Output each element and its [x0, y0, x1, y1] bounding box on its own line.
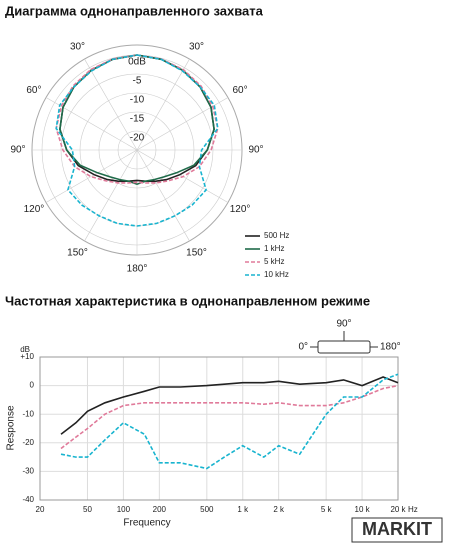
x-tick-label: 10 k	[355, 505, 371, 514]
y-tick-label: -40	[22, 495, 34, 504]
spoke	[136, 149, 190, 242]
r-tick-label: -10	[130, 95, 145, 106]
x-tick-label: 200	[153, 505, 167, 514]
ring	[98, 111, 176, 189]
angle-label: 120°	[230, 204, 251, 215]
mic-diagram: 90° 0° 180°	[298, 319, 401, 354]
ring	[79, 92, 195, 208]
y-tick-label: -20	[22, 438, 34, 447]
plot-frame	[39, 356, 399, 501]
x-tick-label: 5 k	[321, 505, 333, 514]
angle-label: 150°	[67, 248, 88, 259]
legend-label: 500 Hz	[264, 231, 289, 240]
chart-title: Частотная характеристика в однонаправлен…	[5, 293, 370, 308]
series-line	[55, 54, 219, 227]
x-tick-label: 20	[36, 505, 45, 514]
series-label: 180°	[380, 342, 401, 353]
y-tick-label: -10	[22, 409, 34, 418]
watermark-box	[351, 517, 443, 543]
series-line	[60, 384, 399, 450]
legend-label: 5 kHz	[264, 257, 284, 266]
angle-label: 120°	[24, 204, 45, 215]
y-unit: dB	[20, 345, 30, 354]
watermark: MARKIT	[362, 519, 432, 539]
x-tick-label: 50	[83, 505, 92, 514]
x-axis-label: Frequency	[123, 518, 170, 529]
x-unit: Hz	[408, 505, 418, 514]
series-label: 0°	[298, 342, 308, 353]
spoke	[45, 149, 138, 203]
x-tick-label: 20 k	[390, 505, 406, 514]
r-tick-label: -5	[133, 76, 142, 87]
angle-label: 30°	[70, 42, 85, 53]
y-tick-label: +10	[20, 352, 34, 361]
legend-label: 1 kHz	[264, 244, 284, 253]
spoke	[45, 97, 138, 151]
r-tick-label: -20	[130, 133, 145, 144]
angle-label: 60°	[232, 85, 247, 96]
spoke	[136, 58, 190, 151]
r-tick-label: 0dB	[128, 57, 146, 68]
mic-body	[317, 340, 371, 354]
series-line	[59, 54, 215, 186]
angle-label: 30°	[189, 42, 204, 53]
r-tick-label: -15	[130, 114, 145, 125]
spoke	[84, 149, 138, 242]
x-tick-label: 100	[117, 505, 131, 514]
angle-label: 150°	[186, 248, 207, 259]
angle-label: 90°	[248, 145, 263, 156]
chart-title: Диаграмма однонаправленного захвата	[5, 3, 264, 18]
y-tick-label: -30	[22, 467, 34, 476]
x-tick-label: 2 k	[273, 505, 285, 514]
angle-label: 60°	[26, 85, 41, 96]
spoke	[84, 58, 138, 151]
series-label: 90°	[336, 319, 351, 330]
y-axis-label: Response	[6, 405, 17, 450]
series-line	[55, 54, 219, 184]
legend-label: 10 kHz	[264, 270, 289, 279]
x-tick-label: 1 k	[237, 505, 249, 514]
ring	[117, 130, 157, 170]
angle-label: 90°	[10, 145, 25, 156]
y-tick-label: 0	[30, 381, 35, 390]
x-tick-label: 500	[200, 505, 214, 514]
angle-label: 180°	[127, 264, 148, 275]
series-line	[60, 373, 399, 470]
series-line	[60, 376, 399, 435]
polar-chart: 30° 60° 90° 120° 150° 180° 150° 120° 90° 60° 30° 0d…	[10, 42, 289, 280]
